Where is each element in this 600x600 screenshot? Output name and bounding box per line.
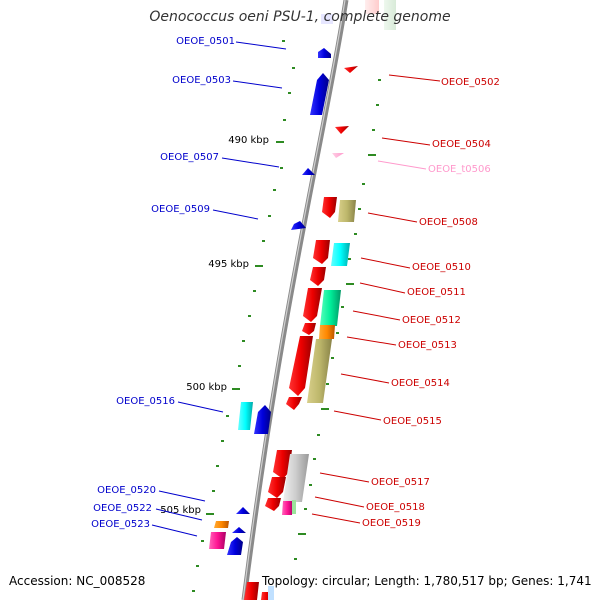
gene-arrow-oeoe-0502	[344, 66, 358, 73]
gene-label-oeoe-0513: OEOE_0513	[398, 340, 457, 351]
gene-arrow-oeoe-0511	[310, 267, 326, 286]
gene-arrow-oeoe-0515	[286, 397, 302, 410]
gene-feature-khaki	[338, 200, 356, 222]
gene-arrow-oeoe-0508	[322, 197, 337, 218]
gene-label-oeoe-0508: OEOE_0508	[419, 217, 478, 228]
map-title: Oenococcus oeni PSU-1, complete genome	[149, 9, 451, 25]
gene-arrow-oeoe-0503	[310, 73, 329, 115]
right-leader-lines	[311, 74, 441, 524]
gene-arrow-oeoe-0518	[268, 477, 286, 498]
gene-arrow-oeoe-0516	[254, 405, 271, 434]
gene-feature-faded	[384, 0, 396, 30]
gene-label-oeoe-t0506: OEOE_t0506	[428, 164, 491, 175]
gene-label-oeoe-0517: OEOE_0517	[371, 477, 430, 488]
gene-feature-khaki	[307, 339, 332, 403]
gene-arrow-partial	[244, 582, 259, 600]
gene-feature-orange	[319, 325, 335, 339]
gene-feature-cyan	[238, 402, 253, 430]
genome-backbone-highlight	[242, 0, 346, 600]
gene-feature-faded	[365, 0, 379, 14]
gene-label-oeoe-0522: OEOE_0522	[93, 503, 152, 514]
right-leader-line-trna	[377, 160, 427, 170]
gene-label-oeoe-0502: OEOE_0502	[441, 77, 500, 88]
gene-arrow-oeoe-0519	[265, 498, 281, 511]
left-gene-labels: OEOE_0501 OEOE_0503 OEOE_0507 OEOE_0509 …	[91, 36, 235, 530]
gene-arrow-oeoe-0517	[273, 450, 292, 479]
gene-label-oeoe-0519: OEOE_0519	[362, 518, 421, 529]
gene-label-oeoe-0501: OEOE_0501	[176, 36, 235, 47]
gene-label-oeoe-0503: OEOE_0503	[172, 75, 231, 86]
gene-feature-small	[292, 500, 296, 514]
gene-arrow-oeoe-0501	[318, 48, 331, 58]
gene-label-oeoe-0512: OEOE_0512	[402, 315, 461, 326]
scale-mark-500: 500 kbp	[186, 382, 227, 393]
gene-label-oeoe-0507: OEOE_0507	[160, 152, 219, 163]
gene-feature-orange	[214, 521, 229, 528]
gene-arrow-oeoe-0514	[289, 336, 313, 396]
gene-label-oeoe-0523: OEOE_0523	[91, 519, 150, 530]
gene-arrow-oeoe-0523	[227, 537, 243, 555]
scale-mark-495: 495 kbp	[208, 259, 249, 270]
gene-arrow-oeoe-0507	[302, 168, 315, 175]
gene-arrow-oeoe-0520	[236, 507, 250, 514]
gene-feature-small	[268, 586, 274, 600]
gene-arrow-oeoe-0513	[302, 323, 316, 335]
gene-label-oeoe-0520: OEOE_0520	[97, 485, 156, 496]
gene-arrow-oeoe-0504	[335, 126, 349, 134]
gene-arrow-oeoe-0509	[291, 221, 306, 230]
scale-mark-505: 505 kbp	[160, 505, 201, 516]
minus-strand-genes	[244, 66, 358, 600]
accession-text: Accession: NC_008528	[9, 574, 146, 588]
gene-label-oeoe-0511: OEOE_0511	[407, 287, 466, 298]
right-gene-labels: OEOE_0502 OEOE_0504 OEOE_t0506 OEOE_0508…	[362, 77, 500, 529]
gene-label-oeoe-0516: OEOE_0516	[116, 396, 175, 407]
gene-label-oeoe-0504: OEOE_0504	[432, 139, 491, 150]
genome-backbone	[241, 0, 349, 600]
gene-feature-magenta	[282, 501, 293, 515]
gene-feature-green	[320, 290, 341, 326]
gene-feature-gray	[283, 454, 309, 502]
gene-label-oeoe-0509: OEOE_0509	[151, 204, 210, 215]
gene-label-oeoe-0515: OEOE_0515	[383, 416, 442, 427]
left-leader-lines	[151, 41, 287, 537]
gene-arrow-oeoe-t0506	[332, 153, 344, 158]
outer-guide-ticks	[192, 40, 381, 592]
gene-arrow-oeoe-0522	[232, 527, 246, 533]
scale-mark-490: 490 kbp	[228, 135, 269, 146]
scale-ticks	[206, 141, 284, 515]
plus-strand-genes	[227, 48, 331, 555]
gene-label-oeoe-0510: OEOE_0510	[412, 262, 471, 273]
gene-feature-magenta	[209, 532, 226, 549]
gene-arrow-oeoe-0512	[303, 288, 322, 322]
topology-text: Topology: circular; Length: 1,780,517 bp…	[262, 574, 592, 588]
gene-label-oeoe-0514: OEOE_0514	[391, 378, 450, 389]
gene-label-oeoe-0518: OEOE_0518	[366, 502, 425, 513]
gene-feature-faded	[321, 14, 333, 24]
gene-arrow-oeoe-0510	[313, 240, 330, 264]
gene-feature-cyan	[331, 243, 350, 266]
